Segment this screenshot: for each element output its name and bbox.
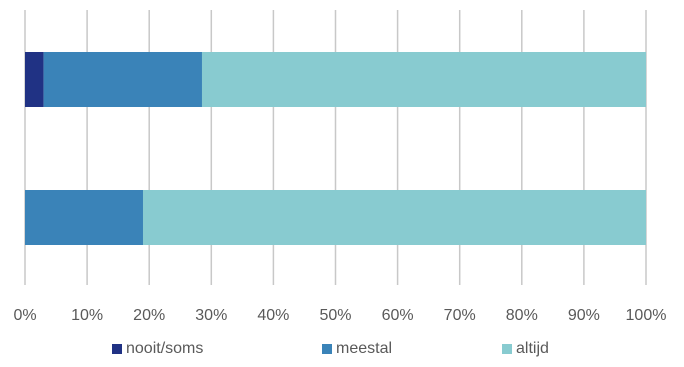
legend-item-altijd: altijd [502,340,549,358]
x-tick-label: 90% [568,307,600,324]
x-tick-label: 40% [257,307,289,324]
x-tick-label: 80% [506,307,538,324]
bar-segment-altijd-row-2 [142,190,647,245]
legend-label-altijd: altijd [516,340,549,357]
legend-swatch-meestal [322,344,332,354]
bar-segment-meestal-row-2 [25,190,143,245]
x-tick-label: 50% [319,307,351,324]
legend-item-meestal: meestal [322,340,392,358]
legend-label-nooit-soms: nooit/soms [126,340,204,357]
x-tick-label: 70% [444,307,476,324]
bars [25,52,647,245]
x-tick-label: 60% [382,307,414,324]
x-tick-label: 10% [71,307,103,324]
legend-item-nooit-soms: nooit/soms [112,340,203,358]
x-tick-label: 0% [13,307,36,324]
legend-swatch-altijd [502,344,512,354]
legend: nooit/soms meestal altijd [0,340,684,366]
bar-segment-altijd-row-1 [201,52,647,107]
bar-segment-meestal-row-1 [43,52,202,107]
x-tick-label: 30% [195,307,227,324]
legend-label-meestal: meestal [336,340,393,357]
x-tick-label: 100% [626,307,667,324]
bar-segment-nooit-soms-row-1 [25,52,44,107]
legend-swatch-nooit-soms [112,344,122,354]
x-tick-labels: 0% 10% 20% 30% 40% 50% 60% 70% 80% 90% 100% [13,307,666,324]
x-tick-label: 20% [133,307,165,324]
